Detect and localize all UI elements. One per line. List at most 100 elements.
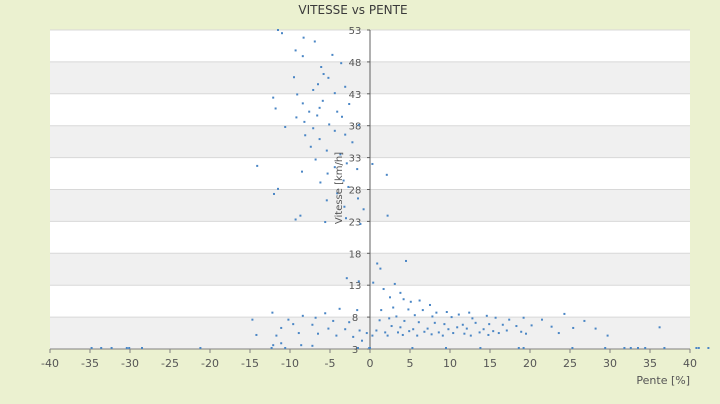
data-point xyxy=(376,262,379,265)
x-tick-label: -10 xyxy=(281,357,299,370)
data-point xyxy=(299,214,302,217)
data-point xyxy=(658,326,661,329)
data-point xyxy=(251,318,254,321)
data-point xyxy=(409,300,412,303)
data-point xyxy=(371,162,374,165)
data-point xyxy=(275,334,278,337)
data-point xyxy=(294,49,297,52)
data-point xyxy=(322,73,325,76)
data-point xyxy=(344,133,347,136)
data-point xyxy=(336,110,339,113)
y-tick-label: 28 xyxy=(349,186,362,197)
x-axis-label: Pente [%] xyxy=(636,374,690,387)
x-tick-label: 15 xyxy=(483,357,497,370)
data-point xyxy=(407,308,410,311)
data-point xyxy=(347,185,350,188)
data-point xyxy=(397,331,399,334)
data-point xyxy=(273,192,275,195)
data-point xyxy=(441,334,444,337)
data-point xyxy=(357,347,359,349)
data-point xyxy=(557,332,560,335)
data-point xyxy=(395,315,398,318)
data-point xyxy=(637,347,639,349)
data-point xyxy=(256,164,259,167)
data-point xyxy=(456,326,459,329)
data-point xyxy=(301,102,304,105)
x-tick-label: 0 xyxy=(367,357,374,370)
y-axis-label: Vitesse [km/h] xyxy=(334,152,345,224)
data-point xyxy=(380,309,383,312)
x-tick-label: 40 xyxy=(683,357,697,370)
data-point xyxy=(520,330,523,333)
data-point xyxy=(343,205,346,208)
data-point xyxy=(361,339,363,342)
data-point xyxy=(348,103,351,106)
data-point xyxy=(517,347,520,349)
data-point xyxy=(331,53,334,56)
data-point xyxy=(497,332,500,335)
data-point xyxy=(437,331,440,334)
data-point xyxy=(295,116,298,119)
data-point xyxy=(386,334,389,337)
data-point xyxy=(110,347,113,349)
data-point xyxy=(314,316,317,319)
data-point xyxy=(457,313,460,316)
data-point xyxy=(297,332,300,335)
data-point xyxy=(327,76,330,79)
data-point xyxy=(274,107,277,110)
data-point xyxy=(301,55,304,58)
data-point xyxy=(508,318,511,321)
data-point xyxy=(411,347,414,349)
data-point xyxy=(359,222,362,225)
data-point xyxy=(416,334,419,337)
data-point xyxy=(277,29,279,31)
data-point xyxy=(388,317,391,320)
data-point xyxy=(351,141,354,144)
data-point xyxy=(403,319,406,322)
data-point xyxy=(435,311,438,314)
data-point xyxy=(663,347,666,349)
data-point xyxy=(333,166,336,169)
data-point xyxy=(399,291,402,294)
data-point xyxy=(311,323,314,326)
data-point xyxy=(325,149,328,152)
data-point xyxy=(571,347,574,349)
data-point xyxy=(594,327,597,330)
y-tick-label: 13 xyxy=(349,281,362,292)
data-point xyxy=(379,267,382,270)
data-point xyxy=(314,158,317,161)
x-tick-label: 20 xyxy=(523,357,537,370)
data-point xyxy=(505,329,508,332)
data-point xyxy=(401,333,404,336)
x-tick-label: 5 xyxy=(407,357,414,370)
data-point xyxy=(445,310,448,313)
y-tick-label: 23 xyxy=(349,217,362,228)
data-point xyxy=(342,179,345,182)
data-point xyxy=(412,328,415,331)
data-point xyxy=(318,138,321,141)
data-point xyxy=(90,347,93,349)
data-point xyxy=(515,325,518,328)
data-point xyxy=(474,321,477,324)
data-point xyxy=(375,329,378,332)
data-point xyxy=(465,327,468,330)
data-point xyxy=(100,347,103,349)
x-tick-label: -40 xyxy=(41,357,59,370)
data-point xyxy=(386,214,389,217)
data-point xyxy=(488,323,491,326)
data-point xyxy=(309,145,312,148)
data-point xyxy=(326,172,329,175)
x-tick-label: 25 xyxy=(563,357,577,370)
x-tick-label: 10 xyxy=(443,357,457,370)
data-point xyxy=(525,332,527,335)
data-point xyxy=(429,303,431,306)
data-point xyxy=(471,317,474,320)
data-point xyxy=(606,334,609,337)
data-point xyxy=(128,347,131,349)
data-point xyxy=(345,162,348,165)
data-point xyxy=(327,327,330,330)
data-point xyxy=(494,316,497,319)
data-point xyxy=(482,328,485,331)
data-point xyxy=(317,332,319,335)
x-tick-label: -15 xyxy=(241,357,259,370)
